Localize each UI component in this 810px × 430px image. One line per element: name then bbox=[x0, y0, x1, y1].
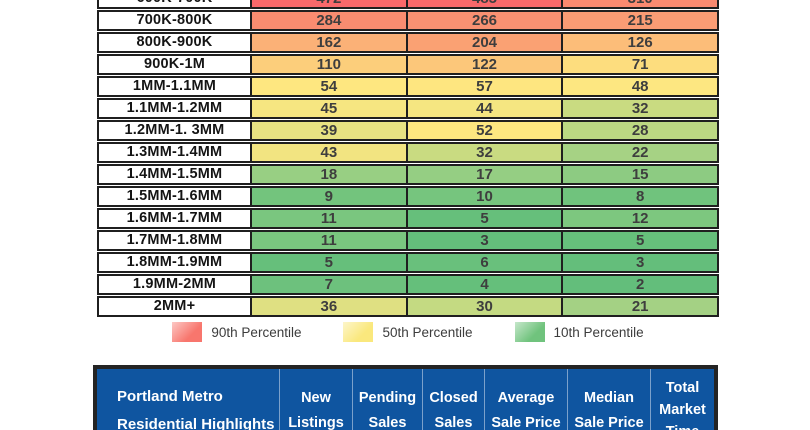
heatmap-cell: 110 bbox=[250, 56, 406, 73]
price-range-label: 1.8MM-1.9MM bbox=[99, 254, 250, 271]
heatmap-cell: 2 bbox=[561, 276, 718, 293]
heatmap-cell: 44 bbox=[405, 100, 562, 117]
price-range-label: 1.7MM-1.8MM bbox=[99, 232, 250, 249]
heatmap-cell: 266 bbox=[405, 12, 562, 29]
price-range-label: 1.2MM-1. 3MM bbox=[99, 122, 250, 139]
heatmap-cell: 4 bbox=[405, 276, 562, 293]
heatmap-cell: 9 bbox=[250, 188, 406, 205]
heatmap-cell: 36 bbox=[250, 298, 406, 315]
heatmap-cell: 310 bbox=[561, 0, 718, 7]
price-range-label: 2MM+ bbox=[99, 298, 250, 315]
price-range-label: 800K-900K bbox=[99, 34, 250, 51]
heatmap-cell: 52 bbox=[405, 122, 562, 139]
heatmap-cell: 21 bbox=[561, 298, 718, 315]
price-range-label: 700K-800K bbox=[99, 12, 250, 29]
legend-label: 50th Percentile bbox=[382, 324, 473, 340]
heatmap-cell: 12 bbox=[561, 210, 718, 227]
highlights-header-cell: New Listings bbox=[279, 369, 352, 430]
table-row: 900K-1M 110 122 71 bbox=[97, 54, 719, 75]
legend-label: 90th Percentile bbox=[211, 324, 302, 340]
heatmap-cell: 215 bbox=[561, 12, 718, 29]
highlights-title-cell: Portland Metro Residential Highlights bbox=[117, 387, 275, 430]
heatmap-cell: 30 bbox=[405, 298, 562, 315]
table-row: 800K-900K 162 204 126 bbox=[97, 32, 719, 53]
table-row: 1.7MM-1.8MM 11 3 5 bbox=[97, 230, 719, 251]
legend-label: 10th Percentile bbox=[553, 324, 644, 340]
table-row: 1.2MM-1. 3MM 39 52 28 bbox=[97, 120, 719, 141]
table-row: 1.9MM-2MM 7 4 2 bbox=[97, 274, 719, 295]
heatmap-cell: 48 bbox=[561, 78, 718, 95]
heatmap-cell: 122 bbox=[405, 56, 562, 73]
heatmap-cell: 8 bbox=[561, 188, 718, 205]
heatmap-cell: 45 bbox=[250, 100, 406, 117]
legend-swatch bbox=[172, 322, 203, 342]
price-range-label: 1.4MM-1.5MM bbox=[99, 166, 250, 183]
heatmap-cell: 5 bbox=[405, 210, 562, 227]
table-row: 1.4MM-1.5MM 18 17 15 bbox=[97, 164, 719, 185]
table-row: 1.3MM-1.4MM 43 32 22 bbox=[97, 142, 719, 163]
price-range-label: 1.6MM-1.7MM bbox=[99, 210, 250, 227]
highlights-table: Portland Metro Residential Highlights Ne… bbox=[93, 365, 718, 430]
legend: 90th Percentile 50th Percentile 10th Perce… bbox=[97, 320, 719, 344]
price-range-label: 900K-1M bbox=[99, 56, 250, 73]
table-row: 1.1MM-1.2MM 45 44 32 bbox=[97, 98, 719, 119]
heatmap-cell: 11 bbox=[250, 232, 406, 249]
heatmap-cell: 5 bbox=[561, 232, 718, 249]
heatmap-cell: 15 bbox=[561, 166, 718, 183]
heatmap-cell: 39 bbox=[250, 122, 406, 139]
legend-item: 10th Percentile bbox=[514, 322, 644, 342]
legend-item: 90th Percentile bbox=[172, 322, 301, 342]
heatmap-cell: 5 bbox=[250, 254, 406, 271]
highlights-header-cell: Closed Sales bbox=[422, 369, 484, 430]
heatmap-cell: 57 bbox=[405, 78, 562, 95]
table-row: 700K-800K 284 266 215 bbox=[97, 10, 719, 31]
heatmap-cell: 43 bbox=[250, 144, 406, 161]
heatmap-cell: 28 bbox=[561, 122, 718, 139]
table-row: 2MM+ 36 30 21 bbox=[97, 296, 719, 317]
highlights-header-cell: Total Market Time bbox=[650, 369, 714, 430]
heatmap-cell: 485 bbox=[405, 0, 562, 7]
price-range-label: 600K-700K bbox=[99, 0, 250, 7]
table-row: 1.5MM-1.6MM 9 10 8 bbox=[97, 186, 719, 207]
heatmap-cell: 71 bbox=[561, 56, 718, 73]
heatmap-cell: 472 bbox=[250, 0, 406, 7]
heatmap-cell: 11 bbox=[250, 210, 406, 227]
table-row: 600K-700K472485310 bbox=[97, 0, 719, 9]
heatmap-cell: 6 bbox=[405, 254, 562, 271]
heatmap-cell: 32 bbox=[405, 144, 562, 161]
legend-item: 50th Percentile bbox=[343, 322, 473, 342]
heatmap-cell: 32 bbox=[561, 100, 718, 117]
heatmap-cell: 3 bbox=[561, 254, 718, 271]
heatmap-cell: 54 bbox=[250, 78, 406, 95]
highlights-header-cell: Average Sale Price bbox=[484, 369, 567, 430]
price-range-label: 1.1MM-1.2MM bbox=[99, 100, 250, 117]
heatmap-cell: 18 bbox=[250, 166, 406, 183]
heatmap-cell: 3 bbox=[405, 232, 562, 249]
highlights-header-cell: Median Sale Price bbox=[567, 369, 650, 430]
highlights-header-cell: Pending Sales bbox=[352, 369, 422, 430]
legend-swatch bbox=[514, 322, 545, 342]
legend-swatch bbox=[343, 322, 374, 342]
table-row: 1.8MM-1.9MM 5 6 3 bbox=[97, 252, 719, 273]
table-row: 1.6MM-1.7MM 11 5 12 bbox=[97, 208, 719, 229]
price-range-label: 1MM-1.1MM bbox=[99, 78, 250, 95]
heatmap-cell: 17 bbox=[405, 166, 562, 183]
heatmap-cell: 7 bbox=[250, 276, 406, 293]
price-range-label: 1.3MM-1.4MM bbox=[99, 144, 250, 161]
heatmap-cell: 10 bbox=[405, 188, 562, 205]
heatmap-cell: 204 bbox=[405, 34, 562, 51]
heatmap-cell: 126 bbox=[561, 34, 718, 51]
heatmap-cell: 22 bbox=[561, 144, 718, 161]
price-range-label: 1.5MM-1.6MM bbox=[99, 188, 250, 205]
heatmap-cell: 284 bbox=[250, 12, 406, 29]
table-row: 1MM-1.1MM 54 57 48 bbox=[97, 76, 719, 97]
heatmap-cell: 162 bbox=[250, 34, 406, 51]
price-range-label: 1.9MM-2MM bbox=[99, 276, 250, 293]
heatmap-table: 600K-700K472485310700K-800K284266215800K… bbox=[97, 0, 719, 317]
